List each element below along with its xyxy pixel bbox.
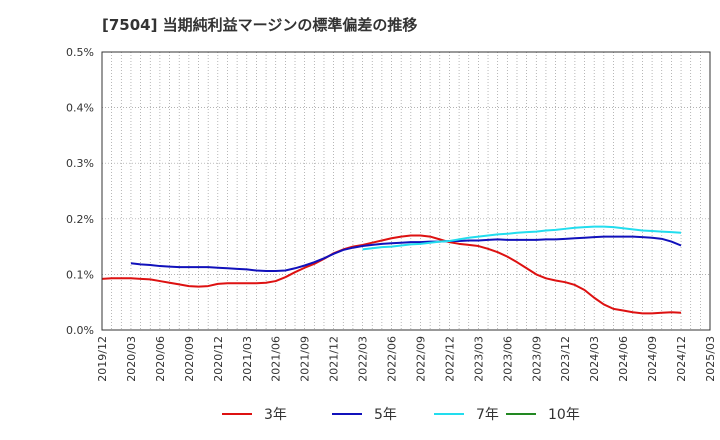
x-tick-label: 2023/12	[559, 336, 572, 382]
x-tick-label: 2021/06	[270, 336, 283, 382]
x-tick-label: 2024/09	[646, 336, 659, 382]
legend-label: 3年	[264, 407, 287, 423]
y-tick-label: 0.1%	[66, 268, 94, 281]
x-tick-label: 2023/06	[501, 336, 514, 382]
x-tick-label: 2021/12	[328, 336, 341, 382]
x-tick-label: 2024/12	[675, 336, 688, 382]
x-tick-label: 2022/09	[414, 336, 427, 382]
x-tick-label: 2020/03	[125, 336, 138, 382]
series-layer	[101, 225, 682, 315]
plot-frame	[101, 51, 711, 331]
y-tick-label: 0.2%	[66, 213, 94, 226]
x-tick-label: 2022/06	[386, 336, 399, 382]
legend: 3年 5年 7年 10年	[222, 407, 580, 423]
chart-title: [7504] 当期純利益マージンの標準偏差の推移	[102, 16, 417, 34]
series-line-5年	[130, 235, 682, 273]
x-tick-label: 2021/09	[299, 336, 312, 382]
series-line-7年	[362, 225, 682, 251]
x-tick-label: 2020/06	[154, 336, 167, 382]
y-tick-label: 0.3%	[66, 157, 94, 170]
y-tick-label: 0.5%	[66, 46, 94, 59]
x-tick-label: 2023/03	[472, 336, 485, 382]
series-line-3年	[101, 234, 682, 315]
x-tick-label: 2021/03	[241, 336, 254, 382]
legend-label: 7年	[476, 407, 499, 423]
grid-lines	[102, 52, 710, 330]
x-tick-label: 2024/03	[588, 336, 601, 382]
x-tick-label: 2023/09	[530, 336, 543, 382]
x-tick-label: 2025/03	[704, 336, 717, 382]
legend-label: 5年	[374, 407, 397, 423]
x-axis: 2019/12 2020/03 2020/06 2020/09 2020/12 2021/…	[96, 336, 717, 382]
y-tick-label: 0.4%	[66, 102, 94, 115]
y-axis: 0.0% 0.1% 0.2% 0.3% 0.4% 0.5%	[66, 46, 94, 337]
x-tick-label: 2022/12	[443, 336, 456, 382]
y-tick-label: 0.0%	[66, 324, 94, 337]
x-tick-label: 2020/12	[212, 336, 225, 382]
legend-label: 10年	[548, 407, 580, 423]
x-tick-label: 2024/06	[617, 336, 630, 382]
x-tick-label: 2019/12	[96, 336, 109, 382]
x-tick-label: 2022/03	[357, 336, 370, 382]
x-tick-label: 2020/09	[183, 336, 196, 382]
